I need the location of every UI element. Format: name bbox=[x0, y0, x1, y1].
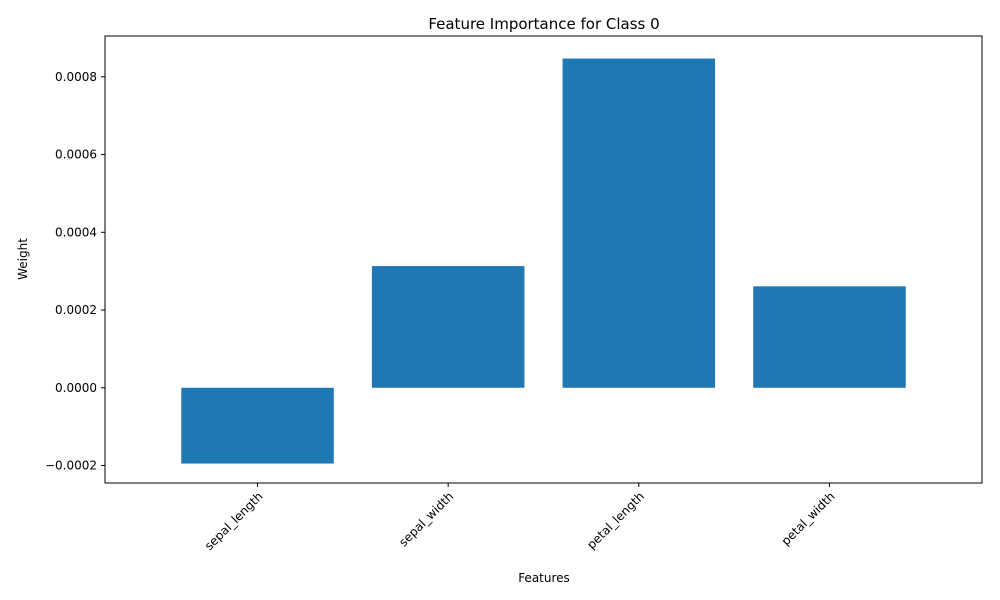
y-tick-label: 0.0002 bbox=[55, 303, 97, 317]
y-tick-label: 0.0008 bbox=[55, 70, 97, 84]
chart-title: Feature Importance for Class 0 bbox=[428, 15, 659, 33]
bar-sepal-width bbox=[371, 266, 525, 388]
y-axis-label: Weight bbox=[16, 238, 30, 280]
y-tick-label: 0.0000 bbox=[55, 381, 97, 395]
bar-sepal-length bbox=[181, 387, 334, 464]
y-axis-ticks: −0.0002 0.0000 0.0002 0.0004 0.0006 0.0008 bbox=[45, 70, 105, 473]
y-tick-label: −0.0002 bbox=[45, 459, 97, 473]
y-tick-label: 0.0004 bbox=[55, 225, 97, 239]
bars-group bbox=[181, 58, 906, 464]
plot-frame bbox=[104, 35, 983, 484]
y-tick-label: 0.0006 bbox=[55, 148, 97, 162]
bar-petal-length bbox=[562, 58, 716, 388]
x-axis-label: Features bbox=[518, 571, 570, 585]
bar-petal-width bbox=[753, 286, 906, 388]
